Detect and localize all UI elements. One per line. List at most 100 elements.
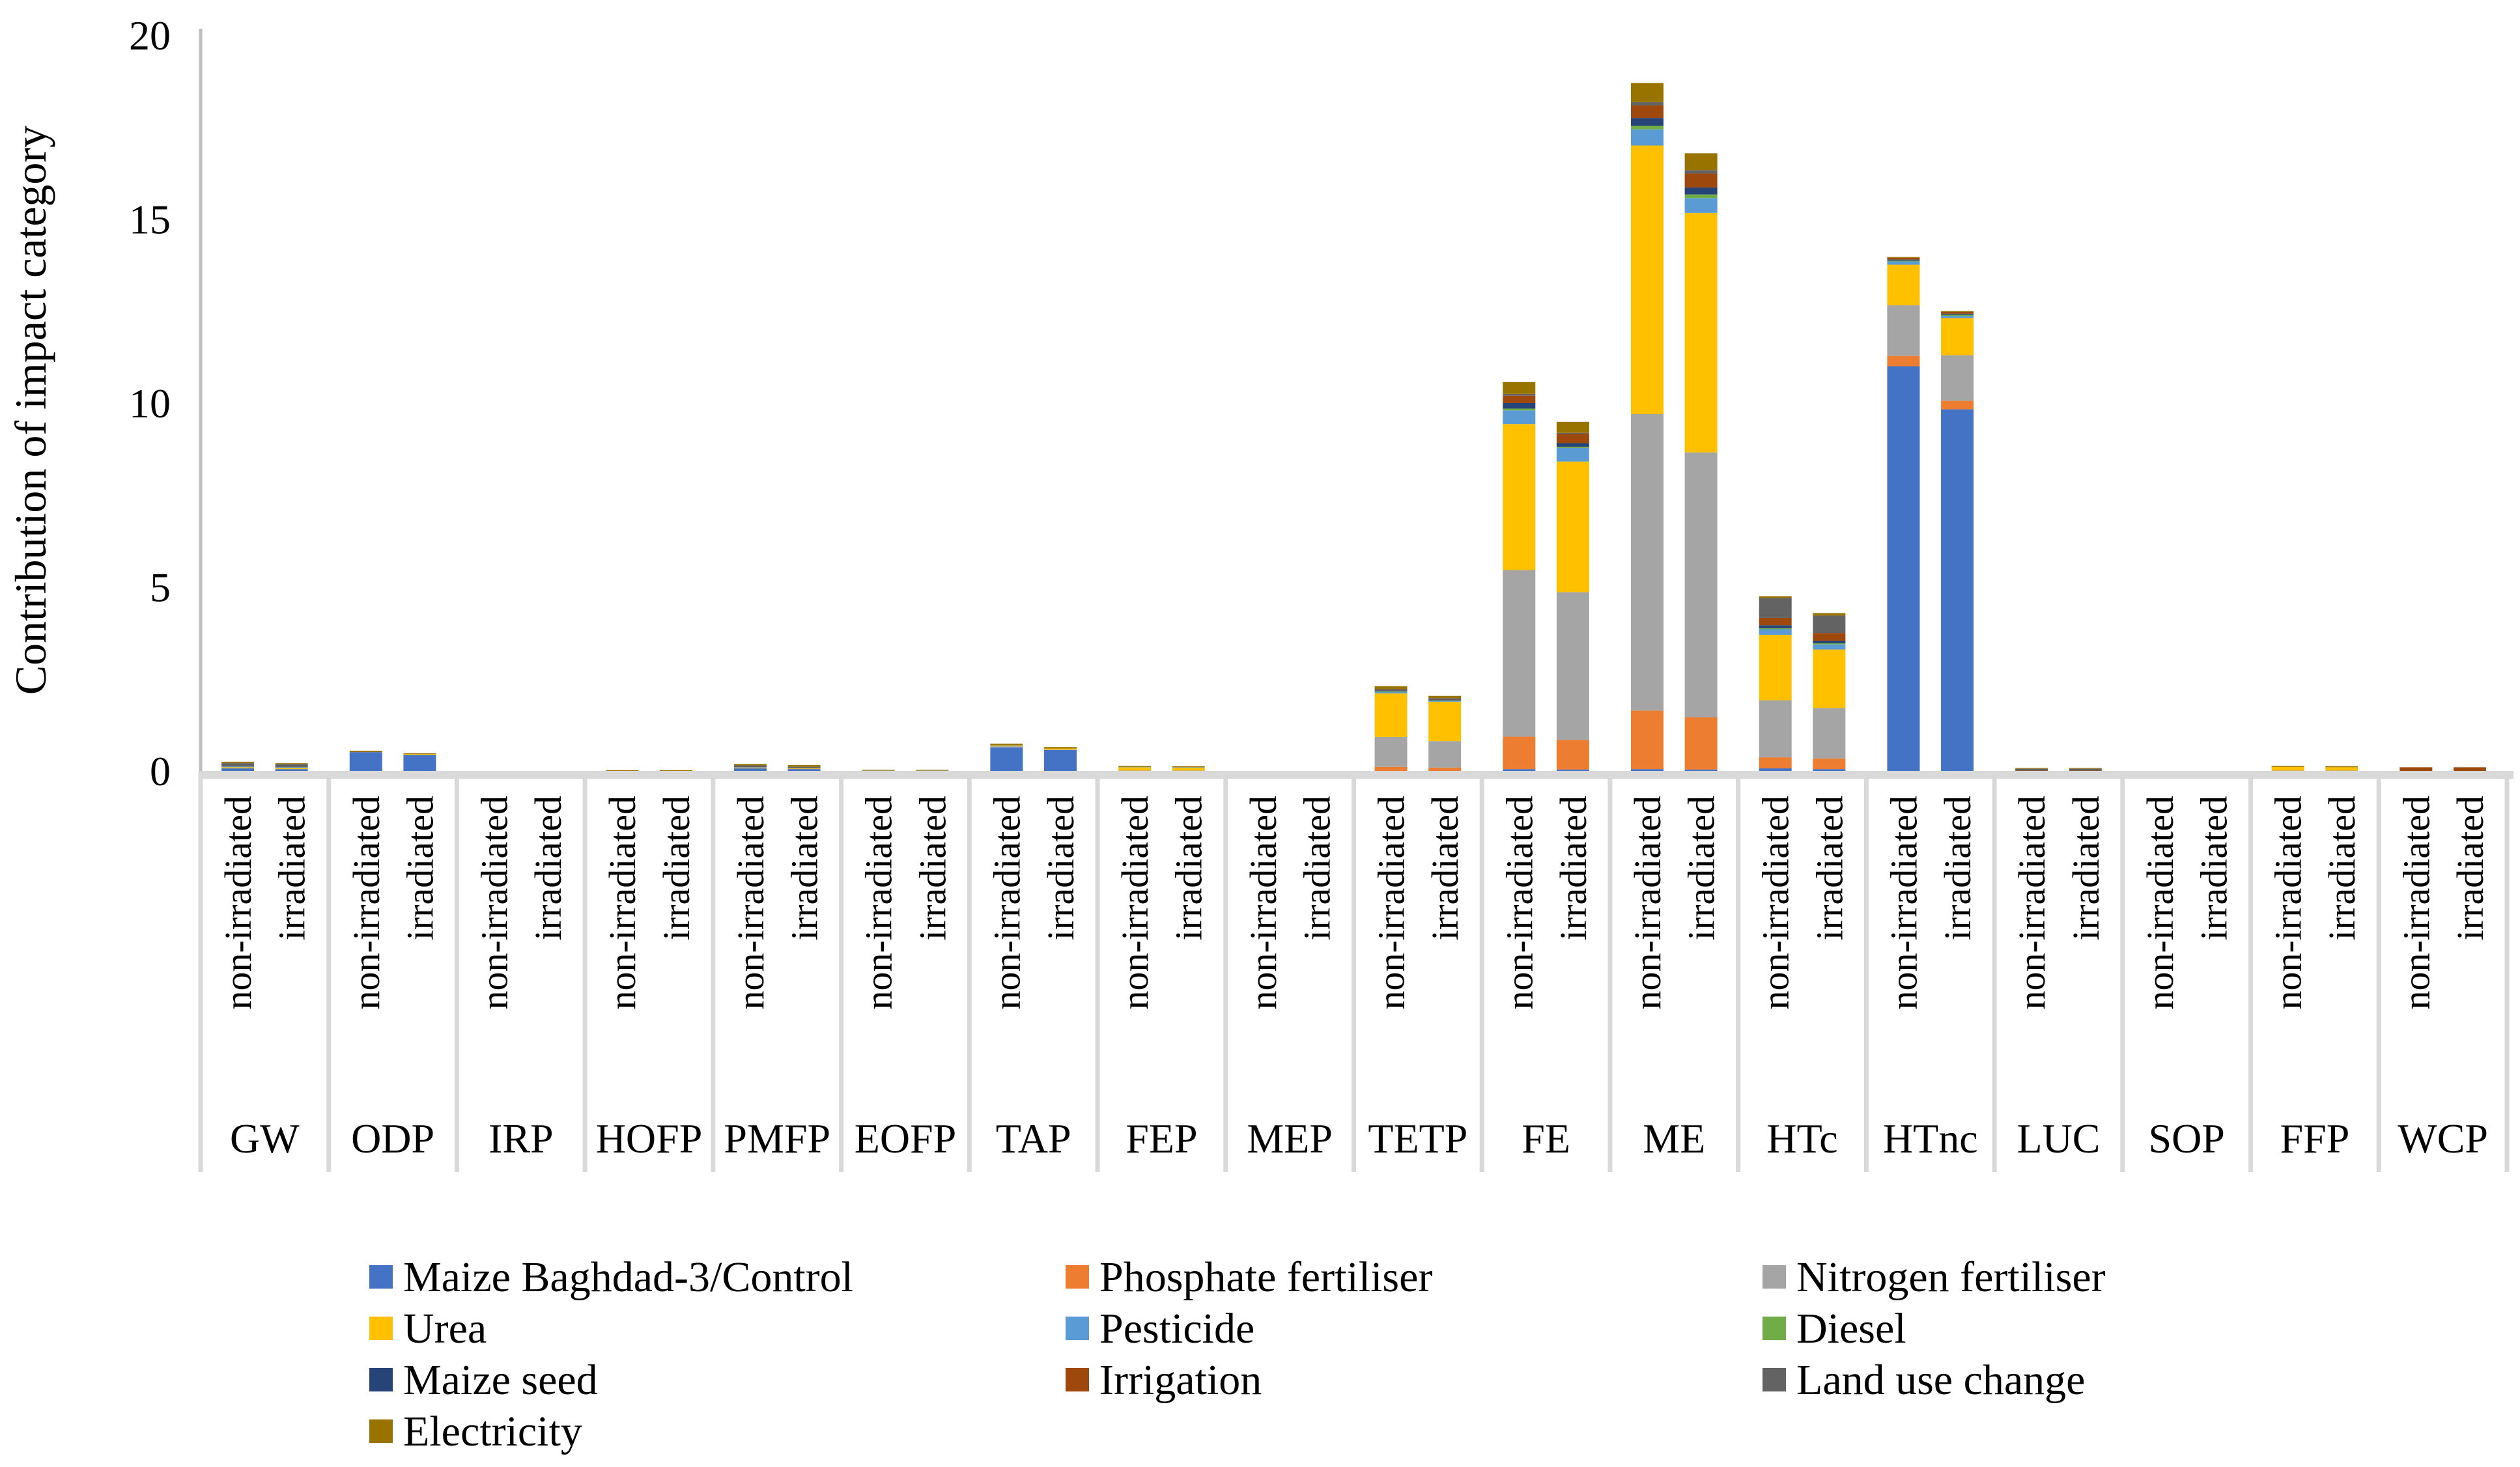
bar-label: irradiated [911, 796, 954, 940]
bar-segment-maize-baghdad-3-control-htnc-non-irradiated [1887, 366, 1920, 771]
legend-swatch [1066, 1265, 1089, 1289]
bar-segment-urea-fep-irradiated [1172, 767, 1205, 771]
bar-label: non-irradiated [1755, 796, 1797, 1010]
bar-segment-nitrogen-fertiliser-fe-irradiated [1556, 592, 1589, 740]
bar-segment-irrigation-htc-irradiated [1813, 633, 1846, 641]
bar-label: irradiated [1808, 796, 1850, 940]
bar-label: non-irradiated [217, 796, 259, 1010]
bar-segment-irrigation-fe-non-irradiated [1503, 395, 1536, 403]
bar-segment-phosphate-fertiliser-fe-non-irradiated [1503, 736, 1536, 770]
bar-segment-nitrogen-fertiliser-ffp-irradiated [2325, 770, 2358, 771]
bar-segment-electricity-odp-non-irradiated [349, 750, 382, 753]
bar-segment-urea-fe-irradiated [1556, 461, 1589, 593]
bar-segment-urea-htc-irradiated [1813, 649, 1846, 708]
legend-item: Electricity [369, 1408, 582, 1455]
bar-label: irradiated [784, 796, 826, 940]
legend-item: Diesel [1763, 1305, 1906, 1352]
group-label: ODP [351, 1115, 434, 1162]
bar-segment-maize-baghdad-3-control-gw-non-irradiated [221, 768, 255, 771]
legend-item: Maize Baghdad-3/Control [369, 1253, 853, 1301]
bar-segment-irrigation-luc-non-irradiated [2015, 770, 2048, 771]
bar-segment-maize-seed-fe-non-irradiated [1503, 403, 1536, 409]
bar-segment-phosphate-fertiliser-htnc-non-irradiated [1887, 356, 1920, 367]
bar-segment-electricity-htc-irradiated [1813, 613, 1846, 616]
bar-segment-land-use-change-pmfp-non-irradiated [733, 765, 767, 768]
bar-segment-phosphate-fertiliser-fe-irradiated [1556, 740, 1589, 770]
legend-label: Maize Baghdad-3/Control [403, 1253, 853, 1301]
bar-segment-nitrogen-fertiliser-htnc-irradiated [1941, 355, 1974, 401]
bar-segment-land-use-change-fe-irradiated [1556, 432, 1589, 434]
bar-label: non-irradiated [2267, 796, 2310, 1010]
bar-segment-urea-fep-non-irradiated [1118, 767, 1152, 771]
legend-item: Nitrogen fertiliser [1763, 1253, 2106, 1301]
bar-segment-phosphate-fertiliser-htc-irradiated [1813, 758, 1846, 770]
bar-label: irradiated [1040, 796, 1082, 940]
y-tick-label: 0 [150, 748, 171, 794]
legend-item: Pesticide [1066, 1305, 1254, 1352]
bar-segment-land-use-change-me-irradiated [1684, 170, 1718, 174]
bar-label: non-irradiated [985, 796, 1028, 1010]
bar-label: irradiated [2065, 796, 2107, 940]
bar-segment-land-use-change-htc-irradiated [1813, 615, 1846, 634]
bar-segment-nitrogen-fertiliser-tap-irradiated [1044, 749, 1077, 750]
legend-label: Phosphate fertiliser [1099, 1253, 1432, 1301]
legend-label: Land use change [1796, 1356, 2085, 1404]
bar-segment-electricity-pmfp-non-irradiated [733, 764, 767, 766]
bar-segment-nitrogen-fertiliser-fe-non-irradiated [1503, 570, 1536, 737]
bar-label: non-irradiated [2139, 796, 2181, 1010]
bar-segment-electricity-tetp-non-irradiated [1374, 686, 1408, 690]
bar-segment-land-use-change-tetp-irradiated [1428, 698, 1462, 699]
bar-segment-nitrogen-fertiliser-fep-non-irradiated [1118, 770, 1152, 771]
bar-segment-electricity-pmfp-irradiated [787, 764, 821, 767]
bar-segment-electricity-htnc-non-irradiated [1887, 257, 1920, 258]
bar-segment-diesel-tetp-non-irradiated [1374, 691, 1408, 692]
legend-label: Irrigation [1099, 1356, 1262, 1404]
bar-segment-maize-baghdad-3-control-me-irradiated [1684, 769, 1718, 771]
bar-segment-maize-baghdad-3-control-tap-irradiated [1044, 749, 1077, 771]
legend-swatch [1066, 1317, 1089, 1340]
legend-label: Maize seed [403, 1356, 598, 1404]
bar-segment-diesel-fe-irradiated [1556, 447, 1589, 448]
bar-segment-phosphate-fertiliser-pmfp-irradiated [787, 768, 821, 770]
bar-label: non-irradiated [729, 796, 772, 1010]
bar-segment-maize-baghdad-3-control-htnc-irradiated [1941, 409, 1974, 771]
legend-item: Maize seed [369, 1356, 598, 1404]
group-label: GW [230, 1115, 300, 1162]
bar-segment-maize-seed-tetp-non-irradiated [1374, 690, 1408, 692]
bar-segment-irrigation-htnc-irradiated [1941, 311, 1974, 314]
bar-label: non-irradiated [473, 796, 515, 1010]
bar-segment-diesel-me-irradiated [1684, 194, 1718, 199]
bar-segment-urea-odp-irradiated [403, 754, 436, 755]
bar-segment-electricity-htnc-irradiated [1941, 311, 1974, 312]
bar-segment-electricity-gw-non-irradiated [221, 761, 255, 764]
x-axis: non-irradiated irradiated GW non-irradiated… [198, 771, 2513, 1172]
bar-segment-phosphate-fertiliser-htc-non-irradiated [1759, 757, 1792, 769]
bar-segment-pesticide-fe-irradiated [1556, 447, 1589, 462]
bar-segment-urea-htnc-irradiated [1941, 318, 1974, 356]
bar-segment-urea-pmfp-irradiated [787, 768, 821, 769]
legend-label: Urea [403, 1305, 487, 1352]
bar-segment-electricity-me-non-irradiated [1630, 83, 1663, 102]
bar-segment-nitrogen-fertiliser-me-irradiated [1684, 452, 1718, 718]
legend-item: Urea [369, 1305, 487, 1352]
bar-segment-land-use-change-gw-non-irradiated [221, 763, 255, 767]
bar-label: irradiated [1295, 796, 1338, 940]
bar-segment-maize-seed-me-irradiated [1684, 187, 1718, 195]
bar-segment-nitrogen-fertiliser-tetp-non-irradiated [1374, 737, 1408, 767]
bar-segment-pesticide-gw-non-irradiated [221, 766, 255, 768]
bar-segment-electricity-htc-non-irradiated [1759, 596, 1792, 598]
bar-label: non-irradiated [345, 796, 388, 1010]
bar-segment-phosphate-fertiliser-tetp-irradiated [1428, 767, 1462, 771]
bar-segment-electricity-fe-irradiated [1556, 421, 1589, 433]
bar-segment-electricity-ffp-irradiated [2325, 766, 2358, 768]
bar-segment-urea-htnc-non-irradiated [1887, 264, 1920, 305]
y-tick-label: 5 [150, 565, 171, 611]
bar-segment-electricity-ffp-non-irradiated [2271, 766, 2304, 767]
bar-label: irradiated [1424, 796, 1466, 940]
bar-segment-irrigation-wcp-non-irradiated [2400, 767, 2433, 771]
bar-segment-urea-me-non-irradiated [1630, 145, 1663, 414]
legend-swatch [369, 1368, 393, 1391]
bar-segment-nitrogen-fertiliser-tap-non-irradiated [990, 746, 1023, 747]
bar-segment-diesel-htnc-non-irradiated [1887, 260, 1920, 262]
